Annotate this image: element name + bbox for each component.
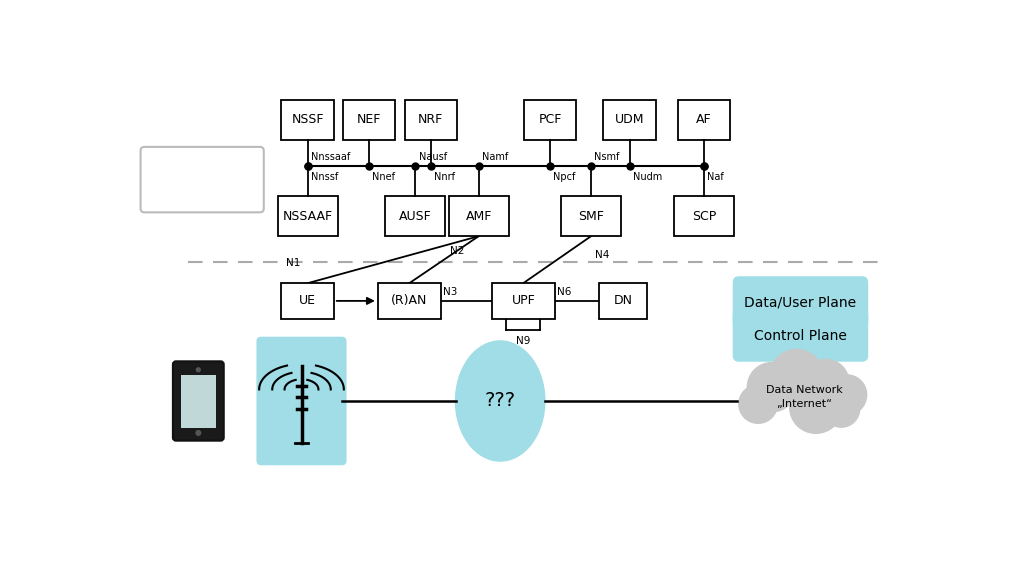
FancyBboxPatch shape <box>733 276 868 329</box>
FancyBboxPatch shape <box>404 100 457 140</box>
Circle shape <box>748 362 797 412</box>
Text: Nsmf: Nsmf <box>594 151 620 161</box>
Text: UPF: UPF <box>511 294 536 308</box>
Text: Nausf: Nausf <box>419 151 446 161</box>
FancyBboxPatch shape <box>282 100 334 140</box>
FancyBboxPatch shape <box>678 100 730 140</box>
Circle shape <box>739 385 777 423</box>
Text: PCF: PCF <box>539 113 562 127</box>
Text: UE: UE <box>299 294 316 308</box>
FancyBboxPatch shape <box>385 196 445 236</box>
FancyBboxPatch shape <box>449 196 509 236</box>
Text: Naf: Naf <box>708 172 724 182</box>
Text: Nnrf: Nnrf <box>434 172 455 182</box>
Circle shape <box>826 375 866 415</box>
Circle shape <box>790 381 842 433</box>
Text: NSSF: NSSF <box>292 113 324 127</box>
FancyBboxPatch shape <box>278 196 338 236</box>
Text: SMF: SMF <box>579 210 604 223</box>
Circle shape <box>823 390 860 427</box>
Text: Data/User Plane: Data/User Plane <box>744 295 856 309</box>
FancyBboxPatch shape <box>378 283 441 319</box>
FancyBboxPatch shape <box>140 147 264 213</box>
Ellipse shape <box>456 341 545 461</box>
FancyBboxPatch shape <box>282 283 334 319</box>
FancyBboxPatch shape <box>256 337 346 465</box>
FancyBboxPatch shape <box>733 309 868 362</box>
Text: N9: N9 <box>516 336 530 346</box>
Text: Npcf: Npcf <box>553 172 575 182</box>
Circle shape <box>196 431 201 435</box>
Text: DN: DN <box>613 294 633 308</box>
Text: Control Plane: Control Plane <box>754 328 847 343</box>
FancyBboxPatch shape <box>343 100 395 140</box>
Text: N3: N3 <box>443 287 458 297</box>
Text: Nnssaaf: Nnssaaf <box>310 151 350 161</box>
Text: N6: N6 <box>557 287 571 297</box>
Text: AUSF: AUSF <box>399 210 432 223</box>
FancyBboxPatch shape <box>674 196 734 236</box>
Text: NRF: NRF <box>418 113 443 127</box>
Text: Data Network
„Internet“: Data Network „Internet“ <box>766 385 843 409</box>
Text: SCP: SCP <box>692 210 717 223</box>
FancyBboxPatch shape <box>561 196 621 236</box>
Text: NSSAAF: NSSAAF <box>283 210 333 223</box>
FancyBboxPatch shape <box>599 283 647 319</box>
Text: N1: N1 <box>286 258 300 268</box>
Text: Nnssf: Nnssf <box>310 172 338 182</box>
Text: N2: N2 <box>451 246 465 256</box>
FancyBboxPatch shape <box>603 100 655 140</box>
Text: (R)AN: (R)AN <box>391 294 427 308</box>
FancyBboxPatch shape <box>180 375 216 429</box>
Text: AMF: AMF <box>466 210 492 223</box>
Text: Nnef: Nnef <box>373 172 395 182</box>
Text: ???: ??? <box>484 392 516 411</box>
Circle shape <box>197 368 201 372</box>
FancyBboxPatch shape <box>173 361 223 441</box>
Circle shape <box>803 359 849 406</box>
Text: Nudm: Nudm <box>633 172 662 182</box>
FancyBboxPatch shape <box>492 283 555 319</box>
Text: Namf: Namf <box>481 151 508 161</box>
Circle shape <box>770 350 823 403</box>
Text: AF: AF <box>696 113 712 127</box>
Text: UDM: UDM <box>614 113 644 127</box>
Text: N4: N4 <box>595 250 609 260</box>
FancyBboxPatch shape <box>524 100 577 140</box>
Text: NEF: NEF <box>357 113 382 127</box>
